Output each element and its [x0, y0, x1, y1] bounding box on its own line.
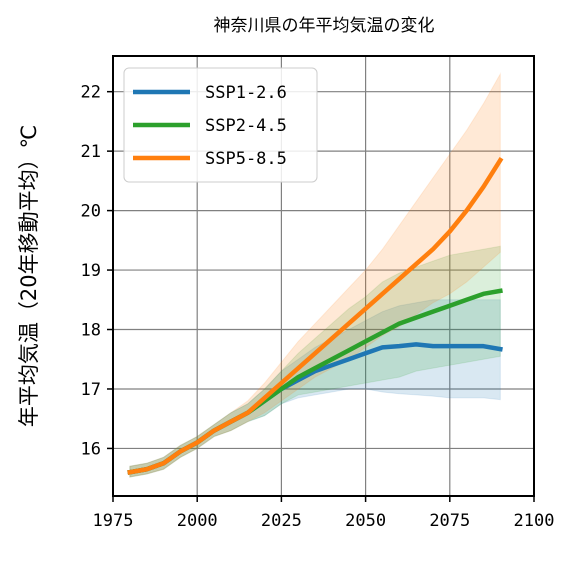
band-ssp5-8.5	[129, 71, 501, 478]
legend-label: SSP5-8.5	[205, 149, 287, 169]
series-lines	[127, 156, 504, 475]
y-tick-label: 21	[81, 142, 101, 162]
legend-label: SSP2-4.5	[205, 116, 287, 136]
legend-box	[123, 67, 318, 183]
x-tick-label: 2100	[514, 511, 555, 531]
y-tick-label: 22	[81, 83, 101, 103]
y-tick-label: 19	[81, 261, 101, 281]
x-tick-label: 2050	[345, 511, 386, 531]
x-tick-label: 2000	[177, 511, 218, 531]
x-tick-label: 2025	[261, 511, 302, 531]
y-tick-label: 18	[81, 321, 101, 341]
legend-label: SSP1-2.6	[205, 83, 287, 103]
plot-frame	[112, 55, 535, 497]
y-axis-label: 年平均気温（20年移動平均）℃	[17, 125, 41, 427]
x-tick-label: 1975	[93, 511, 134, 531]
band-ssp2-4.5	[129, 245, 501, 478]
legend: SSP1-2.6 SSP2-4.5 SSP5-8.5	[123, 67, 318, 183]
series-line-ssp5-8.5	[127, 156, 504, 475]
x-tick-label: 2075	[429, 511, 470, 531]
legend-entries: SSP1-2.6 SSP2-4.5 SSP5-8.5	[133, 83, 287, 169]
y-tick-label: 16	[81, 439, 101, 459]
y-tick-label: 17	[81, 380, 101, 400]
y-tick-label: 20	[81, 202, 101, 222]
chart-title: 神奈川県の年平均気温の変化	[214, 16, 435, 36]
x-axis-ticks: 1975 2000 2025 2050 2075 2100	[93, 496, 555, 531]
y-axis-ticks: 16 17 18 19 20 21 22	[81, 83, 113, 459]
